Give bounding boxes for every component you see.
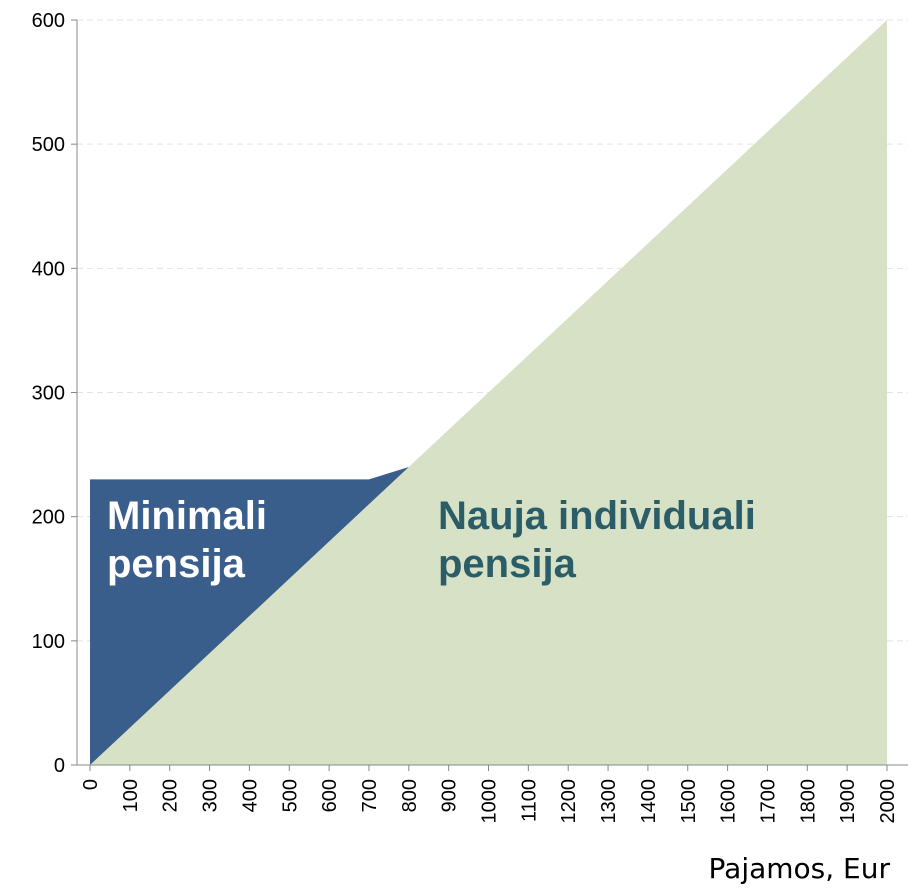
x-tick-label: 900: [439, 779, 461, 812]
x-tick-label: 1900: [837, 779, 859, 824]
x-tick-label: 800: [399, 779, 421, 812]
y-tick-label: 300: [32, 383, 65, 405]
area: [90, 20, 887, 765]
x-axis-title: Pajamos, Eur: [708, 852, 890, 885]
y-tick-label: 600: [32, 10, 65, 32]
x-tick-label: 500: [279, 779, 301, 812]
y-tick-label: 100: [32, 631, 65, 653]
y-tick-label: 500: [32, 134, 65, 156]
area-label: Minimali pensija: [107, 494, 268, 586]
x-tick-label: 2000: [877, 779, 899, 824]
y-tick-label: 400: [32, 258, 65, 280]
x-tick-label: 1300: [598, 779, 620, 824]
x-tick-label: 600: [319, 779, 341, 812]
x-tick-label: 1200: [558, 779, 580, 824]
x-tick-label: 200: [160, 779, 182, 812]
x-tick-label: 1500: [678, 779, 700, 824]
x-tick-label: 100: [120, 779, 142, 812]
y-tick-label: 200: [32, 507, 65, 529]
x-tick-label: 1800: [797, 779, 819, 824]
x-tick-label: 700: [359, 779, 381, 812]
y-tick-label: 0: [54, 755, 65, 777]
area-label: Nauja individuali pensija: [438, 494, 756, 586]
x-tick-label: 1000: [479, 779, 501, 824]
x-tick-label: 1400: [638, 779, 660, 824]
x-tick-label: 0: [80, 779, 102, 790]
x-tick-label: 1600: [718, 779, 740, 824]
x-tick-label: 1100: [518, 779, 540, 822]
x-tick-label: 400: [239, 779, 261, 812]
x-tick-label: 1700: [757, 779, 779, 824]
x-tick-label: 300: [200, 779, 222, 812]
